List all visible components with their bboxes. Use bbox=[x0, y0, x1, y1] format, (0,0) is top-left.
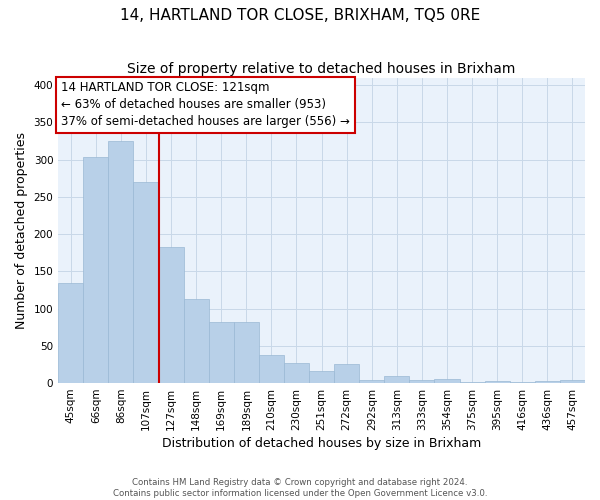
Bar bbox=[109, 141, 133, 383]
Bar bbox=[259, 355, 284, 383]
Text: 14, HARTLAND TOR CLOSE, BRIXHAM, TQ5 0RE: 14, HARTLAND TOR CLOSE, BRIXHAM, TQ5 0RE bbox=[120, 8, 480, 22]
Bar bbox=[385, 376, 409, 383]
Bar bbox=[409, 380, 434, 383]
Bar bbox=[58, 282, 83, 383]
X-axis label: Distribution of detached houses by size in Brixham: Distribution of detached houses by size … bbox=[162, 437, 481, 450]
Bar bbox=[284, 363, 309, 383]
Bar bbox=[434, 380, 460, 383]
Bar bbox=[359, 380, 385, 383]
Text: 14 HARTLAND TOR CLOSE: 121sqm
← 63% of detached houses are smaller (953)
37% of : 14 HARTLAND TOR CLOSE: 121sqm ← 63% of d… bbox=[61, 82, 350, 128]
Bar bbox=[334, 364, 359, 383]
Bar bbox=[83, 158, 109, 383]
Bar bbox=[133, 182, 158, 383]
Bar bbox=[485, 381, 510, 383]
Bar bbox=[234, 322, 259, 383]
Bar bbox=[184, 299, 209, 383]
Bar bbox=[510, 382, 535, 383]
Y-axis label: Number of detached properties: Number of detached properties bbox=[15, 132, 28, 329]
Bar bbox=[309, 371, 334, 383]
Title: Size of property relative to detached houses in Brixham: Size of property relative to detached ho… bbox=[127, 62, 516, 76]
Text: Contains HM Land Registry data © Crown copyright and database right 2024.
Contai: Contains HM Land Registry data © Crown c… bbox=[113, 478, 487, 498]
Bar bbox=[209, 322, 234, 383]
Bar bbox=[560, 380, 585, 383]
Bar bbox=[460, 382, 485, 383]
Bar bbox=[158, 247, 184, 383]
Bar bbox=[535, 381, 560, 383]
